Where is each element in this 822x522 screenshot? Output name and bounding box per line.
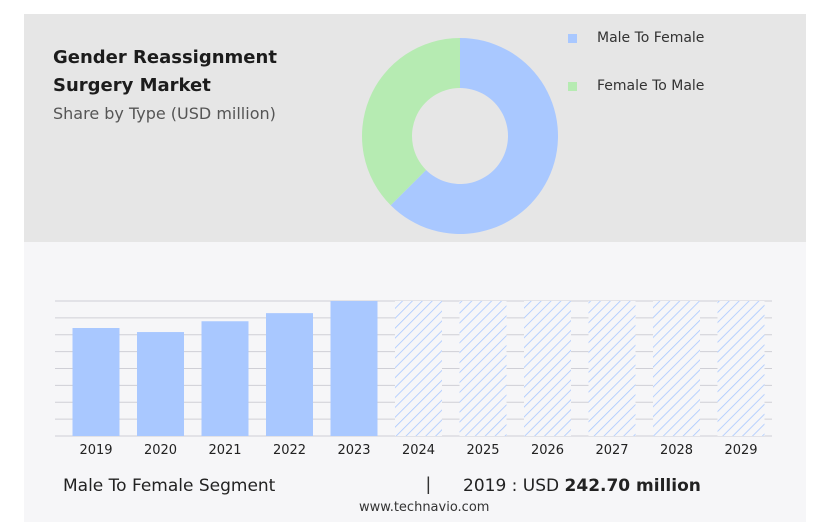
x-tick-2028: 2028 <box>660 443 693 458</box>
bar-2020 <box>137 332 184 436</box>
legend-swatch-male-to-female <box>568 33 577 43</box>
segment-value-amount: 242.70 million <box>564 476 701 496</box>
bar-2019 <box>72 328 120 436</box>
donut-slice-female-to-male <box>362 38 460 206</box>
segment-value: 2019 : USD 242.70 million <box>463 476 701 496</box>
bar-2022 <box>266 313 313 436</box>
x-tick-2029: 2029 <box>724 443 757 458</box>
source-link[interactable]: www.technavio.com <box>359 500 490 515</box>
legend-label-female-to-male: Female To Male <box>597 78 705 94</box>
x-tick-2026: 2026 <box>531 443 564 458</box>
forecast-bar-2027 <box>588 301 636 436</box>
legend-item-male-to-female: Male To Female <box>568 30 704 46</box>
x-tick-2019: 2019 <box>79 443 112 458</box>
legend-label-male-to-female: Male To Female <box>597 30 705 46</box>
forecast-bar-2028 <box>653 301 700 436</box>
footer-separator: | <box>426 474 431 494</box>
legend-item-female-to-male: Female To Male <box>568 78 704 94</box>
x-tick-2023: 2023 <box>337 443 370 458</box>
chart-subtitle: Share by Type (USD million) <box>53 104 276 123</box>
donut-chart <box>362 38 558 235</box>
x-tick-2024: 2024 <box>402 443 435 458</box>
forecast-bar-2026 <box>524 301 571 436</box>
forecast-bar-2024 <box>395 301 442 436</box>
chart-title: Gender Reassignment Surgery Market <box>53 47 277 96</box>
legend-swatch-female-to-male <box>568 81 577 91</box>
x-tick-2021: 2021 <box>208 443 241 458</box>
bar-2021 <box>201 321 249 436</box>
bar-chart: 2019 2020 2021 2022 2023 2024 2025 2026 2027 2028… <box>55 300 772 458</box>
forecast-bar-2025 <box>459 301 507 436</box>
x-tick-2025: 2025 <box>466 443 499 458</box>
segment-value-prefix: 2019 : USD <box>463 476 560 496</box>
donut-slice-male-to-female <box>390 38 558 235</box>
x-tick-2022: 2022 <box>273 443 306 458</box>
forecast-bar-2029 <box>717 301 765 436</box>
x-tick-2027: 2027 <box>595 443 628 458</box>
segment-label: Male To Female Segment <box>63 476 276 496</box>
x-tick-2020: 2020 <box>144 443 177 458</box>
bar-2023 <box>330 301 378 436</box>
